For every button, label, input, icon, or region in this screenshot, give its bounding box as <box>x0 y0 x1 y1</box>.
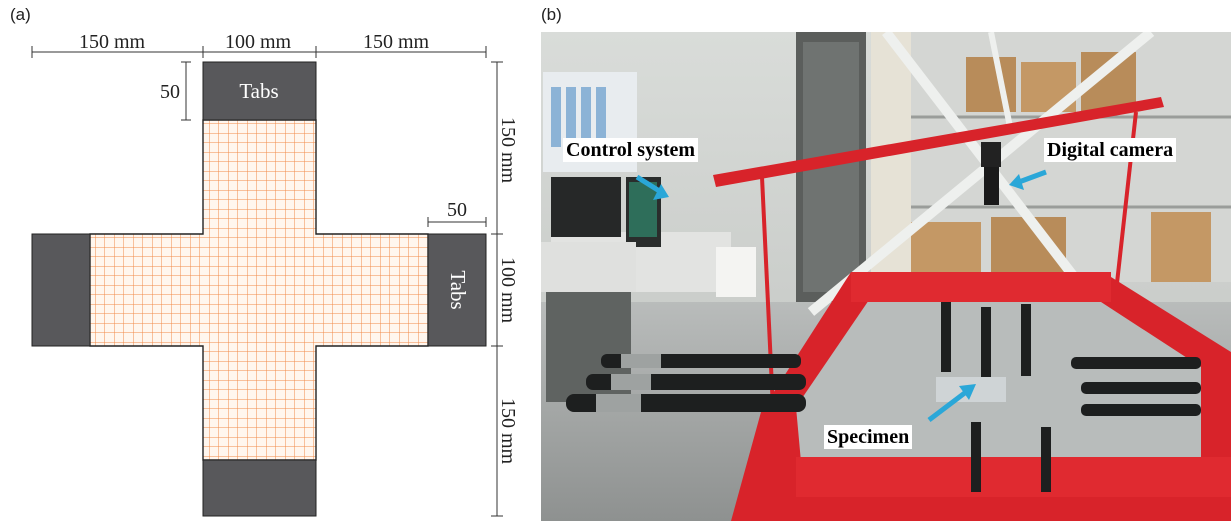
panel-b-label: (b) <box>541 5 562 24</box>
dim-top-center: 100 mm <box>225 31 292 53</box>
tab-width-dimension <box>427 217 487 227</box>
specimen-grid-lines <box>89 119 429 461</box>
dim-tab-width: 50 <box>447 199 467 221</box>
tab-bottom <box>202 459 317 517</box>
panel-a-label: (a) <box>10 5 31 24</box>
test-setup-illustration <box>541 32 1231 521</box>
tab-top <box>202 61 317 121</box>
dim-top-right: 150 mm <box>363 31 430 53</box>
callout-control-system: Control system <box>563 138 699 162</box>
tab-label-top: Tabs <box>239 79 278 103</box>
cruciform-specimen-drawing: 150 mm 100 mm 150 mm 150 mm 100 mm 150 m… <box>31 31 519 517</box>
dim-right-middle: 100 mm <box>497 257 519 324</box>
dim-top-left: 150 mm <box>79 31 146 53</box>
right-dimension-line <box>491 61 503 517</box>
tab-height-dimension <box>181 61 191 121</box>
callout-digital-camera: Digital camera <box>1044 138 1177 162</box>
tab-right <box>427 233 487 347</box>
test-setup-photo: Control system Digital camera Specimen <box>541 32 1231 521</box>
callout-specimen: Specimen <box>824 425 913 449</box>
top-dimension-line <box>31 46 487 58</box>
tab-left <box>31 233 91 347</box>
dim-right-upper: 150 mm <box>497 117 519 184</box>
dim-tab-height: 50 <box>160 81 180 103</box>
tab-label-right: Tabs <box>446 270 470 309</box>
dim-right-lower: 150 mm <box>497 398 519 465</box>
